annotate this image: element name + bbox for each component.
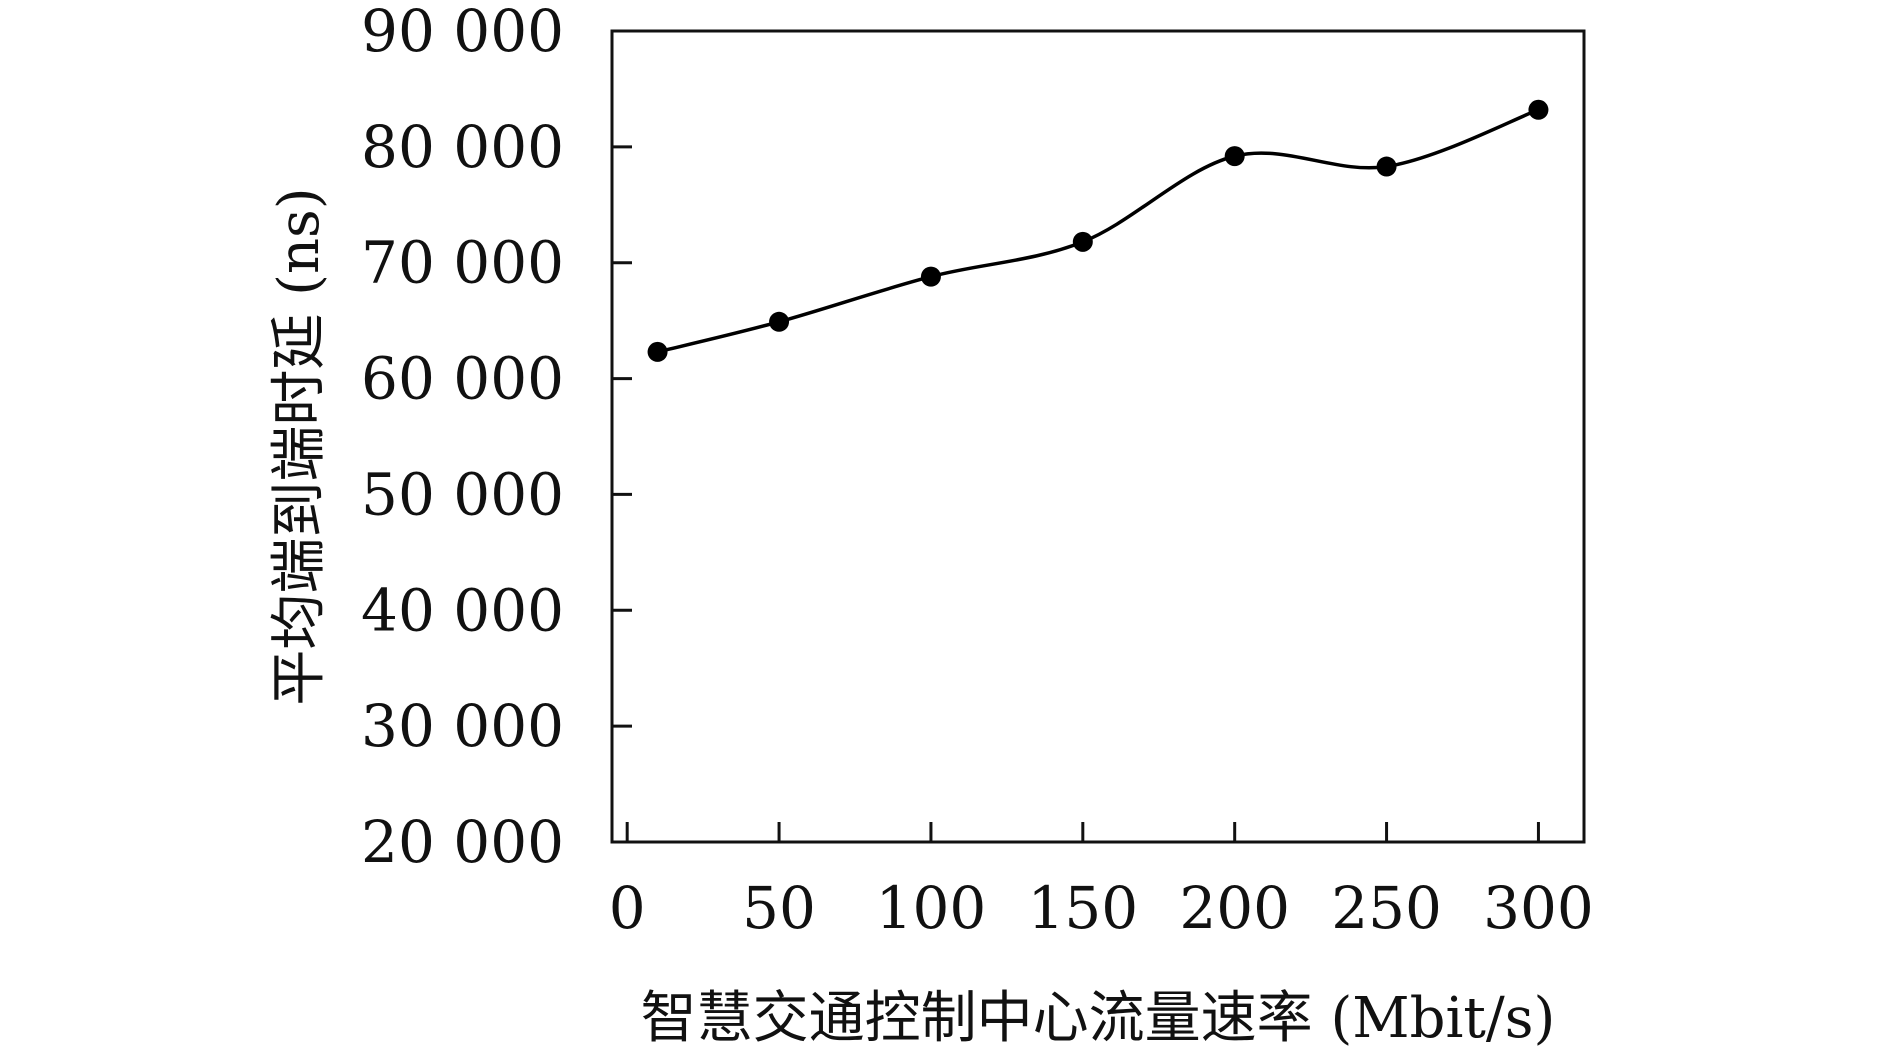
data-point — [920, 266, 941, 287]
x-tick-label: 200 — [1179, 874, 1290, 942]
series — [647, 99, 1549, 362]
x-tick-label: 0 — [609, 874, 646, 942]
y-tick-label: 60 000 — [361, 345, 564, 413]
tick-labels: 0 50 100 150 200 250 300 20 000 30 000 40 000 50 0… — [361, 0, 1594, 942]
ticks — [612, 29, 1540, 844]
x-tick-label: 100 — [876, 874, 987, 942]
series-line — [657, 108, 1540, 354]
data-point — [1528, 99, 1549, 120]
y-axis-title: 平均端到端时延 (ns) — [267, 187, 332, 705]
data-point — [647, 341, 668, 362]
y-tick-label: 30 000 — [361, 692, 564, 760]
y-tick-label: 70 000 — [361, 229, 564, 297]
x-tick-label: 50 — [742, 874, 816, 942]
y-tick-label: 50 000 — [361, 460, 564, 528]
y-tick-label: 90 000 — [361, 0, 564, 65]
y-tick-label: 80 000 — [361, 113, 564, 181]
data-point — [1376, 156, 1397, 177]
y-tick-label: 40 000 — [361, 576, 564, 644]
x-tick-label: 150 — [1027, 874, 1138, 942]
x-axis-title: 智慧交通控制中心流量速率 (Mbit/s) — [641, 986, 1556, 1051]
y-tick-label: 20 000 — [361, 808, 564, 876]
x-tick-label: 300 — [1483, 874, 1594, 942]
data-point — [1224, 146, 1245, 167]
data-point — [769, 311, 790, 332]
plot-frame — [610, 29, 1586, 844]
axes — [610, 29, 1586, 844]
data-point — [1072, 231, 1093, 252]
x-tick-label: 250 — [1331, 874, 1442, 942]
